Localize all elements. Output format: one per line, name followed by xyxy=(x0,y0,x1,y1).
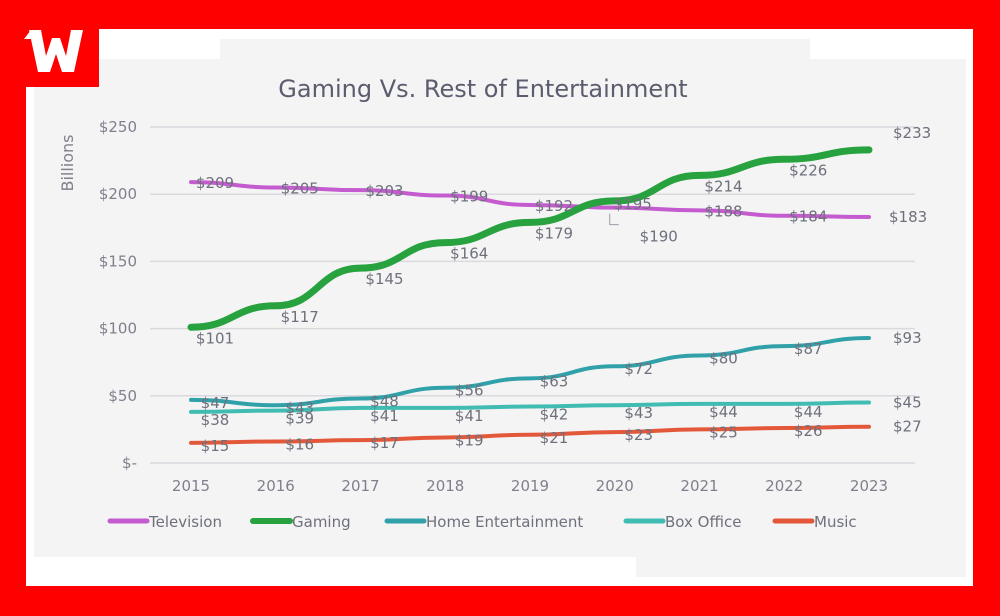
legend-label: Home Entertainment xyxy=(426,513,583,531)
x-tick-label: 2017 xyxy=(341,477,379,495)
data-label: $15 xyxy=(201,437,230,455)
x-tick-label: 2016 xyxy=(257,477,295,495)
data-label: $199 xyxy=(450,188,488,206)
series-line-box-office xyxy=(189,400,871,414)
data-label: $19 xyxy=(455,431,484,449)
data-label: $43 xyxy=(285,399,314,417)
w-logo-icon xyxy=(24,30,83,72)
series-lines xyxy=(187,146,873,445)
data-label: $87 xyxy=(794,340,823,358)
y-tick-label: $50 xyxy=(108,387,137,405)
data-label: $21 xyxy=(540,429,569,447)
x-tick-label: 2021 xyxy=(680,477,718,495)
legend-label: Gaming xyxy=(292,513,351,531)
series-line-gaming xyxy=(187,146,873,331)
legend-label: Television xyxy=(148,513,222,531)
data-label: $16 xyxy=(285,435,314,453)
series-line-music xyxy=(189,424,871,445)
series-line-television xyxy=(189,180,871,220)
x-tick-label: 2020 xyxy=(596,477,634,495)
data-label: $233 xyxy=(893,124,931,142)
data-label: $72 xyxy=(624,360,653,378)
y-tick-label: $- xyxy=(122,454,137,472)
data-label: $190 xyxy=(640,228,678,246)
chart-title: Gaming Vs. Rest of Entertainment xyxy=(278,75,687,103)
legend: Television Gaming Home Entertainment Box Of… xyxy=(107,513,857,531)
data-label: $93 xyxy=(893,329,922,347)
data-label: $44 xyxy=(794,403,823,421)
data-label: $47 xyxy=(201,394,230,412)
data-label: $203 xyxy=(365,182,403,200)
data-label: $17 xyxy=(370,434,399,452)
chart-panel-bottom xyxy=(636,555,966,577)
data-label: $25 xyxy=(709,423,738,441)
data-label: $44 xyxy=(709,403,738,421)
data-label: $192 xyxy=(535,197,573,215)
brand-logo xyxy=(0,0,99,87)
data-label: $184 xyxy=(789,208,827,226)
gridlines xyxy=(150,126,915,464)
y-axis-label: Billions xyxy=(58,134,77,191)
y-tick-label: $150 xyxy=(99,252,137,270)
data-label: $27 xyxy=(893,418,922,436)
data-label: $226 xyxy=(789,161,827,179)
y-axis-ticks: $250 $200 $150 $100 $50 $- xyxy=(99,118,137,472)
chart-panel xyxy=(34,59,966,557)
data-label: $117 xyxy=(281,308,319,326)
data-label: $183 xyxy=(889,208,927,226)
data-label: $209 xyxy=(196,174,234,192)
y-tick-label: $200 xyxy=(99,185,137,203)
data-label: $41 xyxy=(455,407,484,425)
data-label: $205 xyxy=(281,179,319,197)
data-label: $48 xyxy=(370,392,399,410)
y-tick-label: $100 xyxy=(99,320,137,338)
data-label: $26 xyxy=(794,422,823,440)
x-axis-ticks: 2015 2016 2017 2018 2019 2020 2021 2022 2023 xyxy=(172,477,888,495)
data-label: $23 xyxy=(624,426,653,444)
data-label: $56 xyxy=(455,382,484,400)
x-tick-label: 2018 xyxy=(426,477,464,495)
data-label: $214 xyxy=(704,177,742,195)
data-label: $38 xyxy=(201,411,230,429)
data-label: $42 xyxy=(540,406,569,424)
data-label: $164 xyxy=(450,245,488,263)
data-label: $145 xyxy=(365,270,403,288)
data-label: $179 xyxy=(535,224,573,242)
x-tick-label: 2023 xyxy=(850,477,888,495)
legend-label: Music xyxy=(814,513,857,531)
data-label: $45 xyxy=(893,394,922,412)
data-label: $188 xyxy=(704,202,742,220)
chart-panel-top xyxy=(220,39,810,61)
data-label: $63 xyxy=(540,372,569,390)
legend-label: Box Office xyxy=(665,513,741,531)
x-tick-label: 2019 xyxy=(511,477,549,495)
data-label: $195 xyxy=(614,195,652,213)
x-tick-label: 2015 xyxy=(172,477,210,495)
data-label: $39 xyxy=(285,410,314,428)
data-label: $101 xyxy=(196,329,234,347)
data-labels: $209 $205 $203 $199 $192 $190 $188 $184 $183 $101… xyxy=(196,124,931,455)
data-label: $80 xyxy=(709,349,738,367)
data-label: $41 xyxy=(370,407,399,425)
x-tick-label: 2022 xyxy=(765,477,803,495)
y-tick-label: $250 xyxy=(99,118,137,136)
series-line-home-entertainment xyxy=(189,336,871,408)
leader-line xyxy=(609,213,619,226)
data-label: $43 xyxy=(624,404,653,422)
